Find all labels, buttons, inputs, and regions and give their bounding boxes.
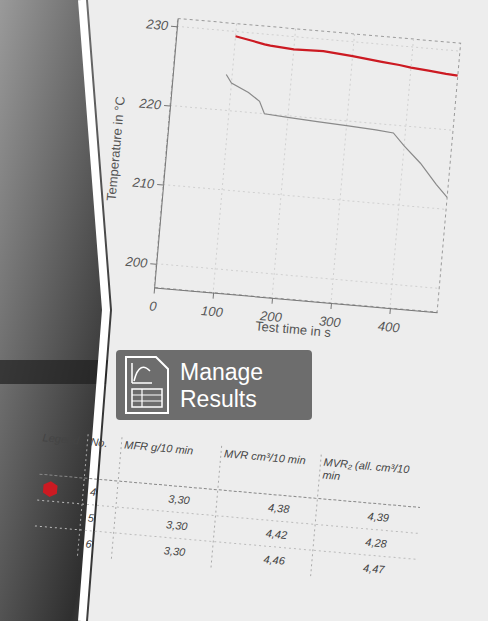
y-axis-tick: 200 [124, 254, 157, 272]
x-axis-tick-mark [330, 303, 332, 309]
figure: 0100200300400200210220230Test time in sT… [0, 0, 488, 621]
overlay-label: ManageResults [116, 350, 312, 420]
overlay-text: Manage [180, 359, 263, 385]
table-header: MVR cm³/10 min [223, 447, 306, 466]
overlay-patch [116, 350, 312, 420]
table-cell: 6 [85, 537, 93, 550]
table-rule [35, 526, 416, 559]
table-header: MVR₂ (all. cm³/10min [322, 456, 411, 488]
y-axis-title: Temperature in °C [104, 96, 128, 202]
y-axis-tick: 210 [131, 175, 164, 193]
series-line [217, 75, 456, 198]
y-axis-line [155, 19, 179, 288]
table-cell: 4,47 [363, 562, 386, 576]
y-axis-tick: 230 [145, 16, 178, 34]
x-axis-title: Test time in s [255, 318, 332, 340]
table-header: MFR g/10 min [124, 438, 194, 456]
x-grid-line [272, 29, 296, 298]
table-cell: 3,30 [166, 518, 189, 532]
plot-frame [154, 18, 460, 312]
y-axis-tick-mark [164, 105, 170, 107]
x-axis-tick-mark [389, 308, 391, 314]
chart-panel [88, 0, 488, 621]
y-axis-tick-mark [150, 263, 156, 265]
icon-curve [132, 363, 152, 383]
y-axis-tick: 220 [138, 95, 171, 113]
x-axis-tick-label: 100 [201, 303, 225, 320]
table-cell: 3,30 [163, 544, 186, 558]
table-rule [311, 455, 322, 577]
x-axis-tick-label: 400 [377, 318, 401, 335]
y-axis-tick-label: 200 [124, 254, 149, 271]
table-rule [111, 437, 122, 559]
y-axis-tick-mark [171, 26, 177, 28]
y-grid-line [163, 185, 446, 210]
photo-detail [0, 360, 110, 384]
y-axis-tick-label: 210 [131, 175, 156, 192]
table-cell: 4 [90, 486, 97, 498]
y-axis-tick-label: 230 [145, 16, 170, 33]
table-cell: 4,39 [367, 510, 389, 524]
x-axis-tick-mark [213, 293, 215, 299]
series-line [234, 36, 460, 75]
y-axis: 200 210 220 230 [123, 16, 179, 288]
panel-edge [82, 0, 106, 621]
page: 0100200300400200210220230Test time in sT… [0, 0, 488, 621]
y-grid-line [170, 105, 453, 130]
table-cell: 3,30 [168, 493, 191, 507]
table-header: Legend [42, 431, 80, 446]
table-cell: 5 [87, 512, 95, 525]
x-axis-tick: 100 [201, 292, 226, 320]
x-axis-tick-mark [272, 298, 274, 304]
icon-table-lines [132, 389, 162, 407]
overlay-text: Results [180, 386, 257, 412]
table-cell: 4,46 [263, 553, 286, 567]
table-cell: 4,42 [265, 527, 287, 541]
y-grid-line [177, 26, 460, 51]
x-axis-tick: 0 [149, 287, 159, 314]
table-rule [211, 446, 222, 568]
results-icon [126, 357, 168, 413]
x-grid-line [154, 18, 178, 287]
plot-marks [217, 36, 459, 198]
table-cell: 4,38 [268, 501, 291, 515]
grid [154, 18, 460, 312]
results-table: Legend No. MFR g/10 min MVR cm³/10 min MVR₂ … [33, 430, 424, 585]
y-axis-tick-mark [157, 184, 163, 186]
icon-sheet [126, 357, 168, 413]
y-axis-tick-label: 220 [138, 95, 163, 112]
legend-marker [43, 481, 58, 498]
table-header: No. [90, 435, 108, 448]
x-axis-line [155, 288, 438, 313]
x-grid-line [331, 34, 355, 303]
x-axis-tick-mark [154, 287, 156, 293]
x-axis-tick-label: 0 [149, 298, 158, 314]
table-cell: 4,28 [365, 536, 388, 550]
x-grid-line [390, 39, 414, 308]
x-grid-line [213, 24, 237, 293]
table-rule [39, 474, 420, 507]
x-axis-tick: 400 [377, 307, 402, 335]
table-rule [37, 500, 418, 533]
chart-sheet: 0100200300400200210220230Test time in sT… [33, 10, 461, 585]
icon-table [132, 389, 162, 407]
y-grid-line [156, 264, 439, 289]
